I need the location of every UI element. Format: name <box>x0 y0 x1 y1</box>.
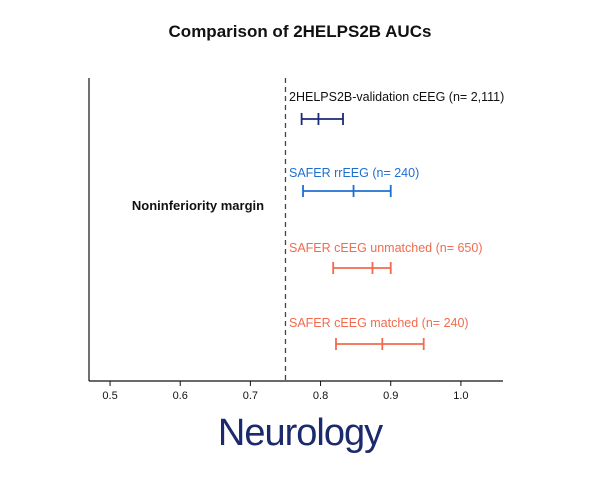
x-tick-label: 0.8 <box>313 390 328 402</box>
series-2: SAFER rrEEG (n= 240) <box>289 166 419 197</box>
x-tick-label: 0.7 <box>243 390 258 402</box>
series-label: SAFER rrEEG (n= 240) <box>289 166 419 180</box>
x-tick-label: 0.6 <box>173 390 188 402</box>
x-axis-ticks: 0.5 0.6 0.7 0.8 0.9 1.0 <box>102 381 469 402</box>
series-label: SAFER cEEG unmatched (n= 650) <box>289 241 483 255</box>
x-tick-label: 0.5 <box>102 390 117 402</box>
chart-title: Comparison of 2HELPS2B AUCs <box>168 22 432 41</box>
noninferiority-margin-label: Noninferiority margin <box>132 198 264 213</box>
series-label: SAFER cEEG matched (n= 240) <box>289 316 469 330</box>
series-3: SAFER cEEG unmatched (n= 650) <box>289 241 483 274</box>
series-label: 2HELPS2B-validation cEEG (n= 2,111) <box>289 90 504 104</box>
x-tick-label: 0.9 <box>383 390 398 402</box>
series-4: SAFER cEEG matched (n= 240) <box>289 316 469 350</box>
series-group: 2HELPS2B-validation cEEG (n= 2,111) SAFER… <box>289 90 504 350</box>
series-1: 2HELPS2B-validation cEEG (n= 2,111) <box>289 90 504 125</box>
neurology-logo: Neurology <box>217 412 383 454</box>
x-tick-label: 1.0 <box>453 390 468 402</box>
